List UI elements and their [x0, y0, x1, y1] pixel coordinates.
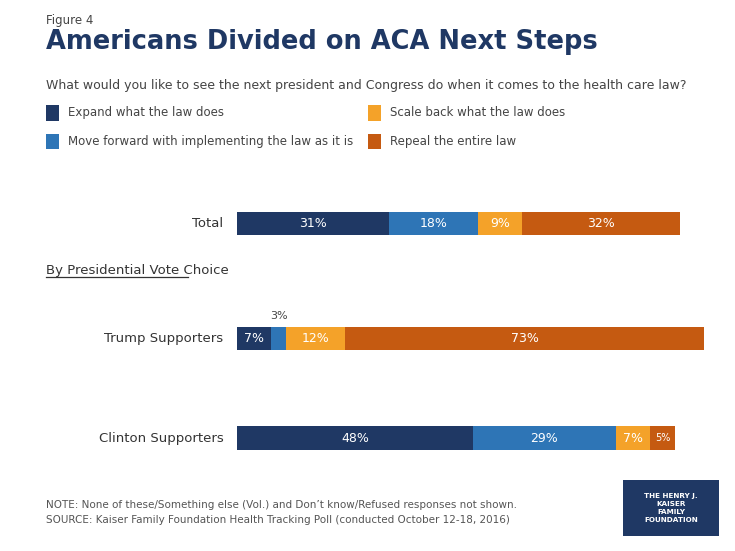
- Text: 3%: 3%: [270, 311, 287, 321]
- Text: 29%: 29%: [531, 431, 559, 445]
- Text: NOTE: None of these/Something else (Vol.) and Don’t know/Refused responses not s: NOTE: None of these/Something else (Vol.…: [46, 500, 517, 510]
- Text: 48%: 48%: [341, 431, 369, 445]
- Text: 31%: 31%: [299, 217, 327, 230]
- Bar: [237, 327, 271, 350]
- Text: What would you like to see the next president and Congress do when it comes to t: What would you like to see the next pres…: [46, 79, 686, 93]
- Text: Move forward with implementing the law as it is: Move forward with implementing the law a…: [68, 135, 353, 148]
- Text: Repeal the entire law: Repeal the entire law: [390, 135, 516, 148]
- Bar: [478, 212, 523, 235]
- Text: By Presidential Vote Choice: By Presidential Vote Choice: [46, 263, 229, 277]
- Bar: [473, 426, 616, 450]
- Bar: [623, 480, 719, 536]
- Text: 73%: 73%: [511, 332, 539, 345]
- Bar: [523, 212, 680, 235]
- Text: Americans Divided on ACA Next Steps: Americans Divided on ACA Next Steps: [46, 29, 598, 55]
- Bar: [616, 426, 650, 450]
- Bar: [345, 327, 704, 350]
- Text: Total: Total: [193, 217, 223, 230]
- Text: 5%: 5%: [655, 433, 670, 443]
- Text: SOURCE: Kaiser Family Foundation Health Tracking Poll (conducted October 12-18, : SOURCE: Kaiser Family Foundation Health …: [46, 515, 509, 525]
- Bar: [237, 426, 473, 450]
- Text: Clinton Supporters: Clinton Supporters: [98, 431, 223, 445]
- Bar: [46, 134, 59, 149]
- Text: 32%: 32%: [587, 217, 615, 230]
- Text: Scale back what the law does: Scale back what the law does: [390, 106, 564, 120]
- Text: 7%: 7%: [623, 431, 643, 445]
- Text: 12%: 12%: [301, 332, 329, 345]
- Bar: [271, 327, 286, 350]
- Bar: [368, 134, 381, 149]
- Text: Figure 4: Figure 4: [46, 14, 93, 27]
- Bar: [390, 212, 478, 235]
- Bar: [286, 327, 345, 350]
- Bar: [46, 105, 59, 121]
- Bar: [368, 105, 381, 121]
- Text: Expand what the law does: Expand what the law does: [68, 106, 223, 120]
- Text: 18%: 18%: [420, 217, 448, 230]
- Bar: [237, 212, 390, 235]
- Text: 7%: 7%: [244, 332, 264, 345]
- Bar: [650, 426, 675, 450]
- Text: THE HENRY J.
KAISER
FAMILY
FOUNDATION: THE HENRY J. KAISER FAMILY FOUNDATION: [644, 493, 698, 523]
- Text: 9%: 9%: [490, 217, 510, 230]
- Text: Trump Supporters: Trump Supporters: [104, 332, 223, 345]
